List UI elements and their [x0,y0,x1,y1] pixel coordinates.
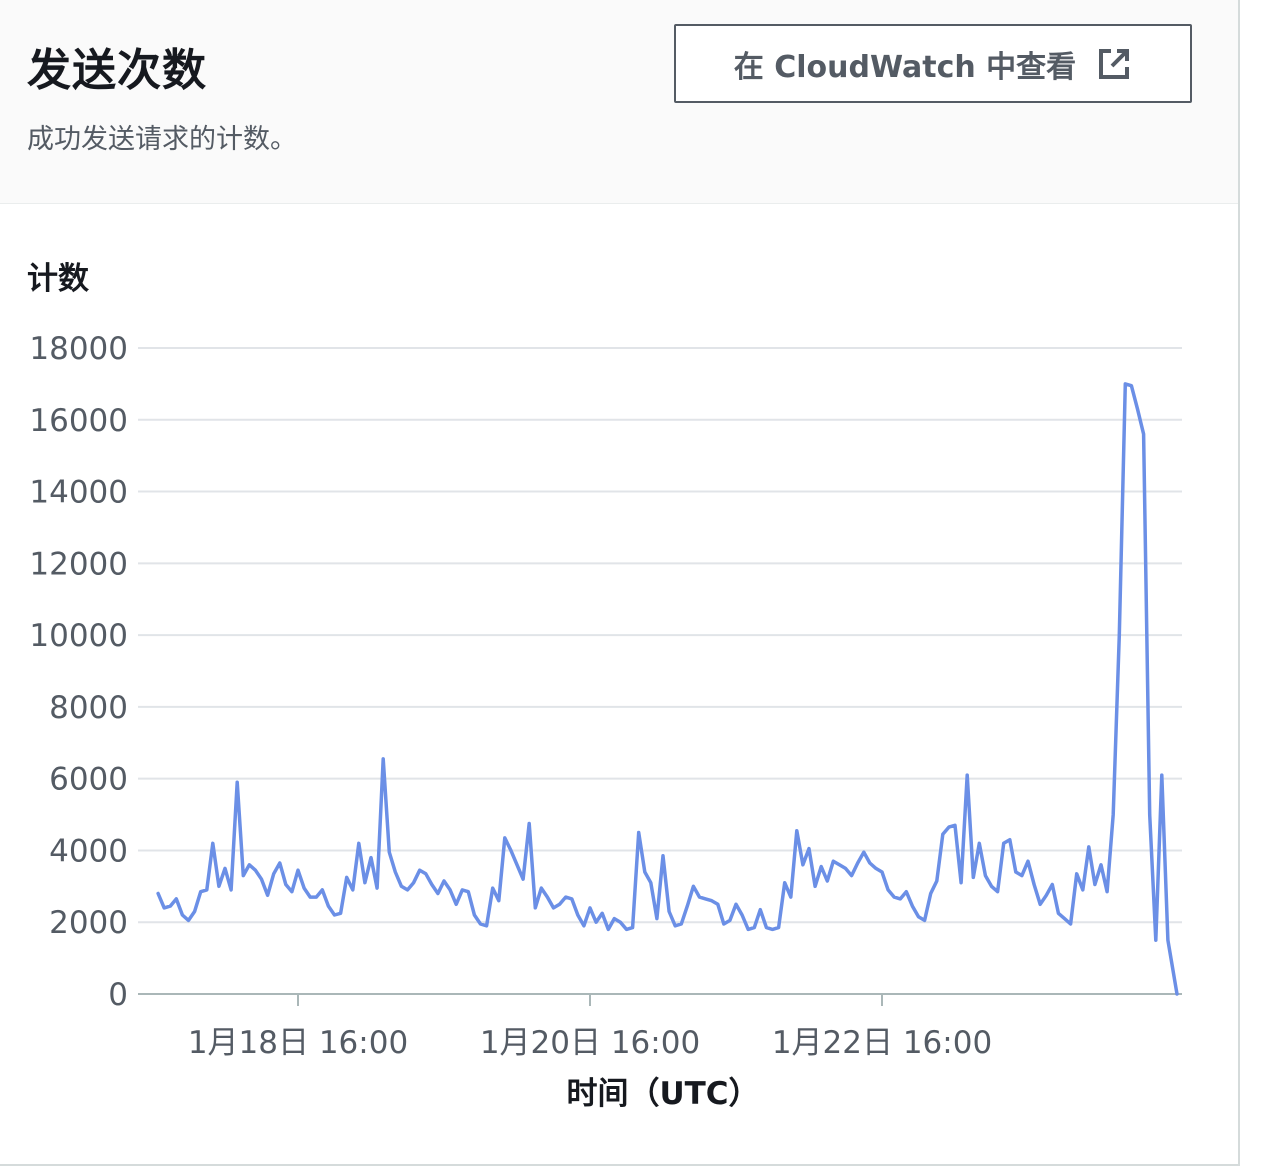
y-tick-label: 8000 [49,690,128,726]
send-count-chart: 0 2000 4000 6000 8000 10000 12000 14000 16000 180… [29,331,1182,1112]
y-tick-label: 18000 [29,331,128,367]
y-axis-ticks: 0 2000 4000 6000 8000 10000 12000 14000 16000 180… [29,331,128,1013]
panel-header: 发送次数 成功发送请求的计数。 在 CloudWatch 中查看 [0,0,1238,204]
y-tick-label: 4000 [49,833,128,869]
external-link-icon [1099,48,1130,79]
y-tick-label: 14000 [29,475,128,511]
x-axis-title: 时间（UTC） [566,1076,759,1112]
x-tick-label: 1月22日 16:00 [772,1025,992,1061]
panel-title: 发送次数 [27,45,207,96]
view-in-cloudwatch-button[interactable]: 在 CloudWatch 中查看 [674,24,1192,103]
y-tick-label: 0 [108,977,128,1013]
y-tick-label: 12000 [29,546,128,582]
gridlines [138,347,1182,995]
x-tick-label: 1月20日 16:00 [480,1025,700,1061]
y-tick-label: 16000 [29,403,128,439]
view-in-cloudwatch-label: 在 CloudWatch 中查看 [733,49,1077,85]
y-tick-label: 2000 [49,905,128,941]
y-tick-label: 6000 [49,762,128,798]
panel-description: 成功发送请求的计数。 [27,124,297,155]
series-line [156,382,1179,996]
y-tick-label: 10000 [29,618,128,654]
x-axis-ticks: 1月18日 16:00 1月20日 16:00 1月22日 16:00 [188,994,992,1061]
y-axis-title: 计数 [27,261,89,297]
send-count-panel: 发送次数 成功发送请求的计数。 在 CloudWatch 中查看 计数 0 200… [0,0,1240,1166]
x-tick-label: 1月18日 16:00 [188,1025,408,1061]
